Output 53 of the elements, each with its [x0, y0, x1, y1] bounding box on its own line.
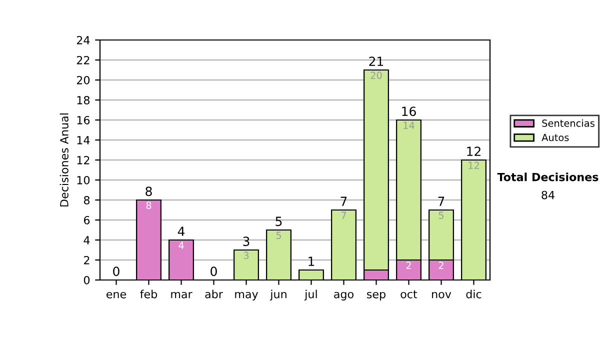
total-label: 3 — [243, 236, 250, 246]
total-label: 5 — [276, 216, 282, 226]
x-tick-label: mar — [171, 292, 192, 298]
total-label: 16 — [402, 106, 416, 116]
y-tick-label: 14 — [77, 136, 90, 144]
data-label: 7 — [341, 212, 346, 219]
x-tick-label: may — [235, 292, 258, 300]
x-tick-label: feb — [140, 290, 158, 298]
data-label: 8 — [146, 202, 152, 210]
x-tick-label: nov — [432, 292, 452, 298]
y-tick-label: 12 — [77, 156, 90, 164]
data-label: 3 — [244, 252, 249, 260]
x-tick-label: oct — [400, 290, 418, 298]
text: Total Decisiones — [497, 172, 598, 182]
total-label: 4 — [178, 226, 185, 236]
legend-label: Autos — [542, 134, 569, 142]
y-tick-label: 22 — [76, 56, 90, 64]
y-tick-label: 16 — [77, 116, 90, 124]
total-label: 0 — [210, 266, 217, 276]
x-tick-label: abr — [205, 290, 223, 298]
text: 84 — [542, 190, 554, 200]
total-label: 0 — [113, 266, 120, 276]
y-tick-label: 2 — [84, 256, 90, 264]
x-tick-label: ago — [334, 292, 354, 300]
x-tick-label: sep — [367, 292, 386, 300]
x-tick-label: jul — [304, 290, 317, 300]
y-tick-label: 0 — [84, 276, 90, 284]
data-label: 4 — [178, 242, 184, 249]
total-label: 7 — [438, 196, 444, 206]
y-tick-label: 10 — [77, 176, 90, 184]
total-label: 1 — [308, 256, 314, 266]
total-label: 7 — [340, 196, 347, 206]
x-tick-label: jun — [270, 290, 286, 300]
data-label: 2 — [438, 262, 444, 269]
x-tick-label: ene — [106, 292, 126, 298]
legend-label: Sentencias — [542, 119, 594, 127]
data-label: 12 — [468, 162, 479, 169]
data-label: 5 — [438, 212, 444, 220]
total-label: 21 — [369, 56, 384, 66]
total-label: 8 — [146, 186, 152, 196]
y-axis-title: Decisiones Anual — [60, 114, 68, 206]
y-tick-label: 20 — [76, 76, 90, 84]
data-label: 5 — [276, 232, 281, 240]
data-label: 2 — [406, 262, 411, 269]
y-tick-label: 4 — [84, 236, 90, 244]
data-label: 20 — [370, 72, 382, 80]
y-tick-label: 6 — [84, 216, 90, 224]
y-tick-label: 24 — [76, 36, 90, 44]
y-tick-label: 18 — [77, 96, 90, 104]
total-label: 12 — [467, 146, 480, 156]
x-tick-label: dic — [466, 290, 482, 298]
data-label: 14 — [404, 122, 414, 129]
y-tick-label: 8 — [84, 196, 90, 204]
